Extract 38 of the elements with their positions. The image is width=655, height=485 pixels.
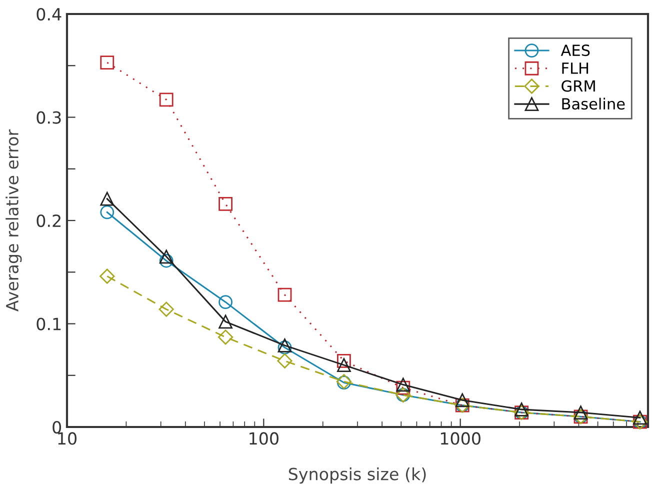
- y-tick-label: 0.4: [36, 8, 62, 21]
- x-tick-label: 1000: [440, 432, 480, 445]
- y-tick-label: 0: [52, 420, 62, 434]
- y-tick-label: 0.2: [36, 214, 60, 228]
- point: [218, 197, 232, 211]
- point: [278, 340, 292, 354]
- y-axis-title: Average relative error: [6, 129, 22, 312]
- point: [337, 354, 351, 368]
- x-tick-label: 100: [250, 432, 278, 445]
- point: [159, 92, 174, 107]
- point: [218, 295, 232, 310]
- point: [158, 302, 174, 317]
- point: [337, 358, 351, 372]
- point: [100, 205, 114, 220]
- point: [455, 393, 470, 408]
- point: [100, 268, 115, 284]
- y-tick-label: 0.3: [36, 111, 61, 124]
- y-tick-label: 0.1: [36, 318, 61, 330]
- point: [100, 56, 114, 70]
- legend-label: FLH: [562, 62, 588, 74]
- point: [396, 380, 410, 395]
- point: [218, 330, 234, 345]
- legend-label: GRM: [562, 80, 595, 92]
- legend-label: Baseline: [562, 98, 625, 110]
- point: [396, 378, 410, 392]
- point: [574, 406, 588, 420]
- point: [159, 250, 174, 264]
- point: [278, 338, 292, 352]
- point: [218, 314, 232, 329]
- x-axis-title: Synopsis size (k): [288, 467, 426, 484]
- point: [277, 353, 292, 368]
- point: [100, 192, 114, 206]
- point: [514, 402, 529, 416]
- legend-label: AES: [560, 44, 590, 56]
- point: [159, 254, 174, 268]
- x-tick-label: 10: [58, 432, 76, 445]
- point: [278, 288, 292, 302]
- point: [633, 410, 647, 425]
